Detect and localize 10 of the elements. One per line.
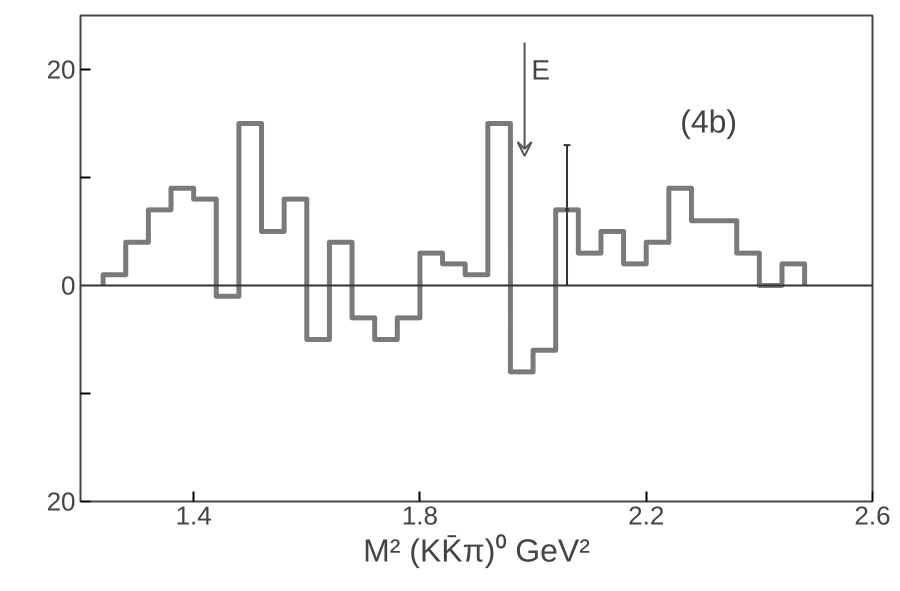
y-tick-label: 20	[46, 54, 76, 84]
x-tick-label: 1.8	[402, 500, 438, 530]
x-tick-label: 2.6	[854, 500, 891, 530]
y-tick-label: 20	[46, 486, 76, 516]
x-tick-label: 1.4	[176, 500, 212, 530]
annotation: (4b)	[680, 104, 738, 140]
annotation: E	[531, 54, 550, 86]
y-tick-label: 0	[61, 270, 76, 300]
x-tick-label: 2.2	[628, 500, 664, 530]
x-axis-title: M² (KK̄π)⁰ GeV²	[363, 532, 590, 568]
